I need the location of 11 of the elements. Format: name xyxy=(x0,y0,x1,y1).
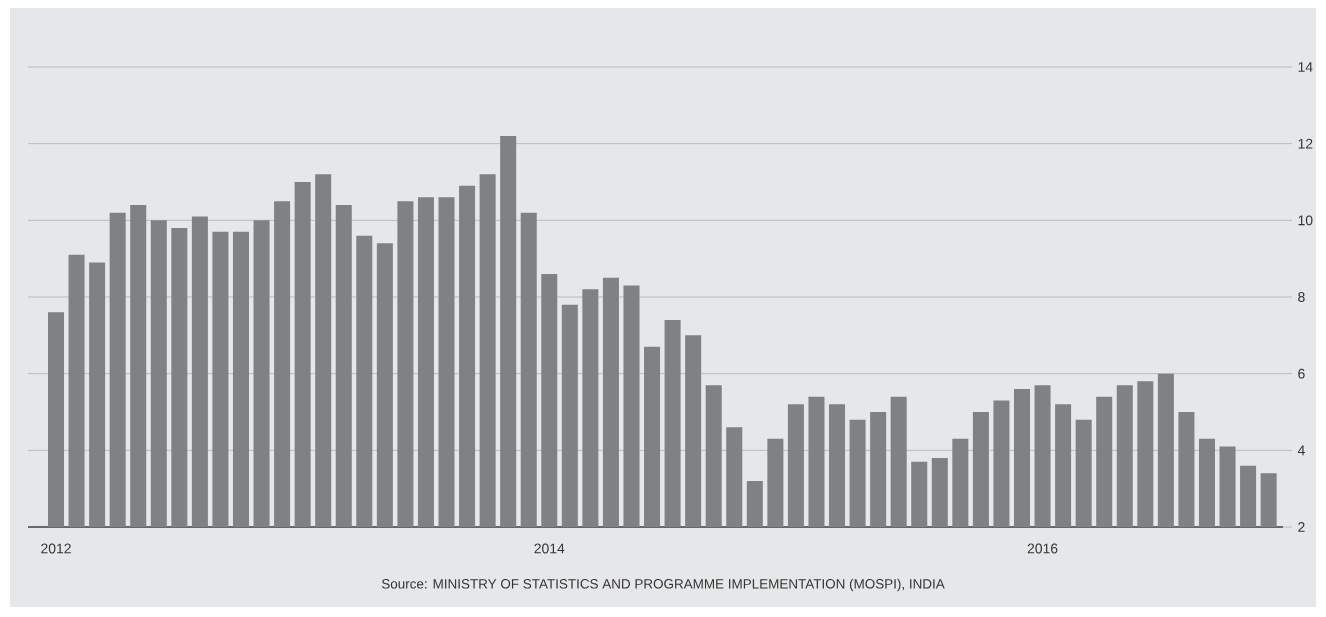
x-tick-label: 2014 xyxy=(534,543,565,554)
source-note: Source: MINISTRY OF STATISTICS AND PROGRAMME IMPLEMENTATION (MOSPI), INDIA xyxy=(381,578,945,592)
y-tick-label: 14 xyxy=(1298,62,1313,72)
y-tick-label: 12 xyxy=(1298,138,1313,149)
y-tick-label: 4 xyxy=(1297,445,1305,456)
y-tick-label: 8 xyxy=(1298,292,1305,302)
y-tick-label: 2 xyxy=(1298,522,1305,532)
y-tick-label: 10 xyxy=(1298,215,1313,226)
y-tick-label: 6 xyxy=(1298,368,1305,379)
x-tick-label: 2012 xyxy=(41,543,71,554)
x-tick-label: 2016 xyxy=(1027,543,1058,554)
